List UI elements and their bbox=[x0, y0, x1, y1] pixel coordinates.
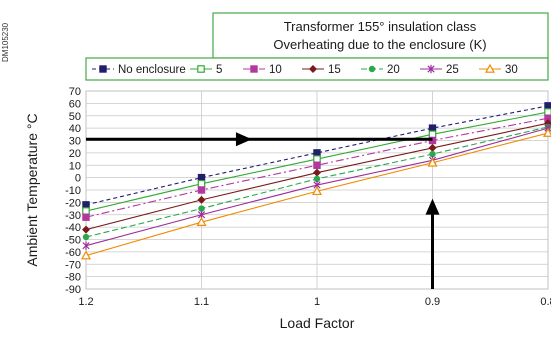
data-point bbox=[197, 195, 206, 204]
y-tick-label: 40 bbox=[69, 123, 81, 135]
annotation-arrow bbox=[86, 132, 433, 147]
data-point bbox=[313, 155, 321, 163]
chart-title: Transformer 155° insulation class bbox=[284, 19, 477, 34]
data-point bbox=[427, 157, 438, 167]
y-tick-label: -80 bbox=[65, 272, 81, 284]
title-box bbox=[212, 12, 549, 59]
series-line bbox=[85, 105, 549, 206]
data-point bbox=[542, 127, 551, 137]
series-30k bbox=[80, 127, 551, 260]
series-group bbox=[80, 102, 551, 260]
data-point bbox=[82, 241, 90, 250]
data-point bbox=[313, 149, 321, 157]
data-point bbox=[313, 168, 321, 177]
legend: No enclosure 5 10 15 20 25 30 bbox=[92, 63, 518, 76]
y-tick-label: -70 bbox=[65, 259, 81, 271]
y-tick-label: -50 bbox=[65, 235, 81, 247]
data-point bbox=[197, 186, 206, 194]
y-axis-title: Ambient Temperature °C bbox=[24, 113, 40, 266]
y-tick-label: -10 bbox=[65, 185, 81, 197]
data-point bbox=[82, 225, 90, 234]
legend-swatch-marker bbox=[309, 65, 317, 73]
data-point bbox=[82, 207, 90, 215]
x-tick-label: 1.1 bbox=[194, 296, 209, 308]
legend-item: 20 bbox=[361, 64, 400, 76]
legend-label: 15 bbox=[328, 64, 341, 76]
legend-label: 10 bbox=[269, 64, 282, 76]
data-point bbox=[429, 150, 436, 158]
x-tick-label: 1 bbox=[314, 296, 320, 308]
arrow-head bbox=[235, 132, 252, 147]
legend-item: 15 bbox=[302, 64, 341, 76]
y-tick-label: 20 bbox=[69, 148, 81, 160]
x-tick-label: 0.8 bbox=[540, 296, 551, 308]
data-point bbox=[197, 173, 206, 182]
legend-label: 30 bbox=[505, 64, 518, 76]
legend-label: 25 bbox=[446, 64, 459, 76]
legend-swatch-marker bbox=[427, 64, 435, 74]
legend-label: No enclosure bbox=[118, 64, 186, 76]
annotation-arrow bbox=[425, 198, 440, 289]
y-tick-label: -60 bbox=[65, 247, 81, 259]
y-tick-label: -40 bbox=[65, 222, 81, 234]
data-point bbox=[428, 143, 437, 152]
y-tick-label: 30 bbox=[69, 136, 81, 148]
data-point bbox=[428, 124, 437, 132]
legend-swatch-marker bbox=[99, 65, 107, 73]
legend-label: 20 bbox=[387, 64, 400, 76]
legend-item: 10 bbox=[243, 64, 282, 76]
y-tick-label: -30 bbox=[65, 210, 81, 222]
y-tick-label: 50 bbox=[69, 111, 81, 123]
data-point bbox=[82, 213, 90, 221]
arrow-head bbox=[425, 198, 440, 215]
legend-swatch-marker bbox=[484, 63, 496, 73]
data-point bbox=[82, 201, 90, 209]
y-tick-label: 0 bbox=[75, 173, 81, 185]
legend-item: 30 bbox=[479, 63, 518, 76]
series-20k bbox=[82, 123, 551, 241]
y-tick-label: 70 bbox=[69, 86, 81, 98]
y-tick-label: -20 bbox=[65, 197, 81, 209]
data-point bbox=[428, 130, 437, 139]
y-tick-labels: 706050403020100-10-20-30-40-50-60-70-80-… bbox=[65, 86, 81, 296]
data-point bbox=[197, 180, 206, 188]
y-tick-label: 10 bbox=[69, 160, 81, 172]
x-tick-label: 0.9 bbox=[425, 296, 440, 308]
chart-subtitle: Overheating due to the enclosure (K) bbox=[273, 37, 486, 52]
legend-item: 5 bbox=[190, 64, 222, 76]
data-point bbox=[544, 102, 551, 110]
x-axis-title: Load Factor bbox=[280, 315, 355, 331]
data-point bbox=[82, 233, 90, 241]
legend-swatch-marker bbox=[250, 65, 258, 73]
y-tick-label: 60 bbox=[69, 98, 81, 110]
legend-item: No enclosure bbox=[92, 64, 186, 76]
figure-code: DM105230 bbox=[1, 22, 10, 62]
series-15k bbox=[82, 119, 551, 234]
data-point bbox=[196, 216, 207, 226]
data-point bbox=[313, 161, 321, 169]
data-point bbox=[80, 250, 92, 260]
data-point bbox=[313, 175, 321, 183]
legend-item: 25 bbox=[420, 64, 459, 76]
data-point bbox=[311, 186, 323, 196]
data-point bbox=[198, 205, 205, 212]
data-point bbox=[544, 108, 551, 116]
legend-label: 5 bbox=[216, 64, 222, 76]
annotations bbox=[86, 132, 440, 289]
legend-swatch-marker bbox=[197, 65, 205, 73]
y-tick-label: -90 bbox=[65, 284, 81, 296]
legend-swatch-marker bbox=[368, 65, 376, 73]
x-tick-labels: 1.2 1.1 1 0.9 0.8 bbox=[78, 296, 551, 308]
x-tick-label: 1.2 bbox=[78, 296, 93, 308]
